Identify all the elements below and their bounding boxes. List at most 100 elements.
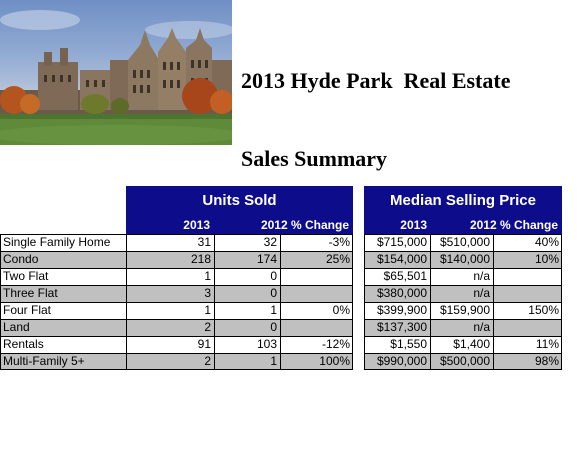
row-shade xyxy=(0,319,353,336)
campus-photo xyxy=(0,0,232,145)
grid-line xyxy=(364,234,562,235)
table-row: Two Flat 1 0 $65,501 n/a xyxy=(0,268,562,285)
cell-uchg: 100% xyxy=(319,354,350,368)
cell-p12: $159,900 xyxy=(439,303,490,317)
cell-u13: 1 xyxy=(204,269,211,283)
table-row: Multi-Family 5+ 2 1 100% $990,000 $500,000 98% xyxy=(0,353,562,370)
title-line-1: 2013 Hyde Park Real Estate xyxy=(241,68,511,93)
cell-p13: $1,550 xyxy=(390,337,427,351)
units-sold-header: Units Sold 2013 2012 % Change xyxy=(126,186,353,234)
cell-p12: n/a xyxy=(473,320,490,334)
cell-u13: 31 xyxy=(197,235,211,249)
cell-pchg: 40% xyxy=(534,235,559,249)
table-row: Three Flat 3 0 $380,000 n/a xyxy=(0,285,562,302)
table-row: Land 2 0 $137,300 n/a xyxy=(0,319,562,336)
cell-uchg xyxy=(280,268,353,285)
row-label: Single Family Home xyxy=(3,235,111,249)
cell-p13: $380,000 xyxy=(376,286,427,300)
cell-p13: $715,000 xyxy=(376,235,427,249)
table-row: Single Family Home 31 32 -3% $715,000 $510,00… xyxy=(0,234,562,251)
cell-u12: 174 xyxy=(256,252,277,266)
row-shade xyxy=(364,251,562,268)
grid-line xyxy=(0,251,353,252)
row-shade xyxy=(0,353,353,370)
cell-uchg xyxy=(280,285,353,302)
row-shade xyxy=(0,285,353,302)
row-label: Multi-Family 5+ xyxy=(3,354,85,368)
cell-u12: 32 xyxy=(263,235,277,249)
units-col-2012-change: 2012 % Change xyxy=(260,218,349,232)
row-shade xyxy=(364,285,562,302)
row-label: Three Flat xyxy=(3,286,58,300)
grid-line xyxy=(0,369,353,370)
cell-p12: $510,000 xyxy=(439,235,490,249)
grid-line xyxy=(364,336,562,337)
grid-line xyxy=(364,319,562,320)
row-label: Rentals xyxy=(3,337,44,351)
grid-line xyxy=(0,268,353,269)
cell-pchg: 150% xyxy=(528,303,559,317)
cell-u13: 2 xyxy=(204,320,211,334)
row-shade xyxy=(364,319,562,336)
campus-photo-illustration xyxy=(0,10,232,145)
cell-u13: 2 xyxy=(204,354,211,368)
cell-u13: 1 xyxy=(204,303,211,317)
grid-line xyxy=(364,369,562,370)
row-shade xyxy=(364,353,562,370)
grid-line xyxy=(364,268,562,269)
cell-p12: $140,000 xyxy=(439,252,490,266)
page-title: 2013 Hyde Park Real Estate Sales Summary xyxy=(241,16,571,198)
row-label: Two Flat xyxy=(3,269,49,283)
grid-line xyxy=(214,234,215,370)
grid-line xyxy=(364,285,562,286)
cell-p13: $137,300 xyxy=(376,320,427,334)
grid-line xyxy=(0,234,1,370)
cell-u12: 0 xyxy=(270,269,277,283)
cell-pchg: 10% xyxy=(534,252,559,266)
units-col-2013: 2013 xyxy=(183,218,210,232)
cell-uchg: 0% xyxy=(332,303,350,317)
cell-p13: $399,900 xyxy=(376,303,427,317)
grid-line xyxy=(561,234,562,370)
grid-line xyxy=(0,234,353,235)
grid-line xyxy=(364,302,562,303)
cell-u12: 1 xyxy=(270,354,277,368)
median-price-title: Median Selling Price xyxy=(390,192,536,209)
units-sold-title: Units Sold xyxy=(202,192,277,209)
cell-u12: 0 xyxy=(270,320,277,334)
cell-u12: 0 xyxy=(270,286,277,300)
cell-p12: n/a xyxy=(473,286,490,300)
cell-u12: 103 xyxy=(256,337,277,351)
grid-line xyxy=(0,353,353,354)
grid-line xyxy=(0,319,353,320)
cell-uchg xyxy=(280,319,353,336)
table-row: Rentals 91 103 -12% $1,550 $1,400 11% xyxy=(0,336,562,353)
grid-line xyxy=(364,234,365,370)
grid-line xyxy=(364,251,562,252)
cell-uchg: -12% xyxy=(321,337,350,351)
cell-pchg xyxy=(493,319,562,336)
cell-p12: n/a xyxy=(473,269,490,283)
grid-line xyxy=(430,234,431,370)
cell-u13: 91 xyxy=(197,337,211,351)
cell-pchg: 11% xyxy=(535,337,559,351)
cell-p12: $500,000 xyxy=(439,354,490,368)
cell-p12: $1,400 xyxy=(453,337,490,351)
row-label: Condo xyxy=(3,252,39,266)
cell-p13: $65,501 xyxy=(383,269,427,283)
grid-line xyxy=(493,234,494,370)
cell-u13: 3 xyxy=(204,286,211,300)
grid-line xyxy=(280,234,281,370)
cell-u12: 1 xyxy=(270,303,277,317)
cell-u13: 218 xyxy=(190,252,211,266)
row-label: Land xyxy=(3,320,30,334)
row-shade xyxy=(0,251,353,268)
cell-uchg: 25% xyxy=(325,252,350,266)
grid-line xyxy=(352,234,353,370)
grid-line xyxy=(0,285,353,286)
table-row: Condo 218 174 25% $154,000 $140,000 10% xyxy=(0,251,562,268)
cell-uchg: -3% xyxy=(328,235,350,249)
grid-line xyxy=(0,336,353,337)
cell-p13: $154,000 xyxy=(376,252,427,266)
row-label: Four Flat xyxy=(3,303,52,317)
